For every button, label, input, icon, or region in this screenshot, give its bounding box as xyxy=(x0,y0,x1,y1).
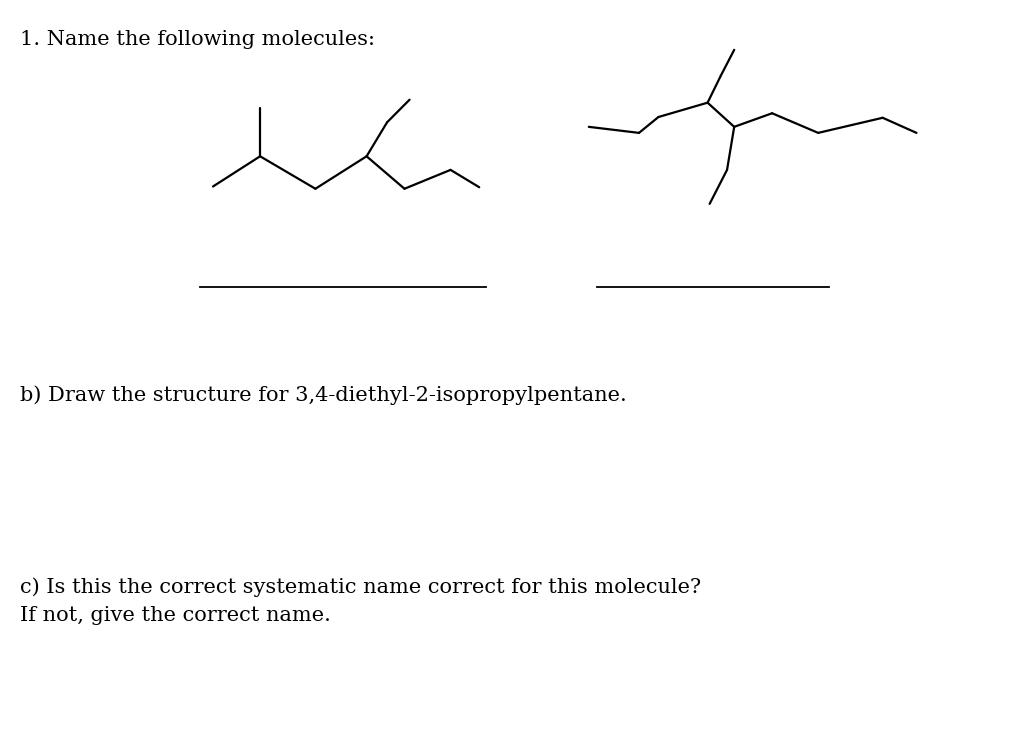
Text: c) Is this the correct systematic name correct for this molecule?
If not, give t: c) Is this the correct systematic name c… xyxy=(20,578,701,625)
Text: b) Draw the structure for 3,4-diethyl-2-isopropylpentane.: b) Draw the structure for 3,4-diethyl-2-… xyxy=(20,385,628,405)
Text: 1. Name the following molecules:: 1. Name the following molecules: xyxy=(20,30,376,49)
